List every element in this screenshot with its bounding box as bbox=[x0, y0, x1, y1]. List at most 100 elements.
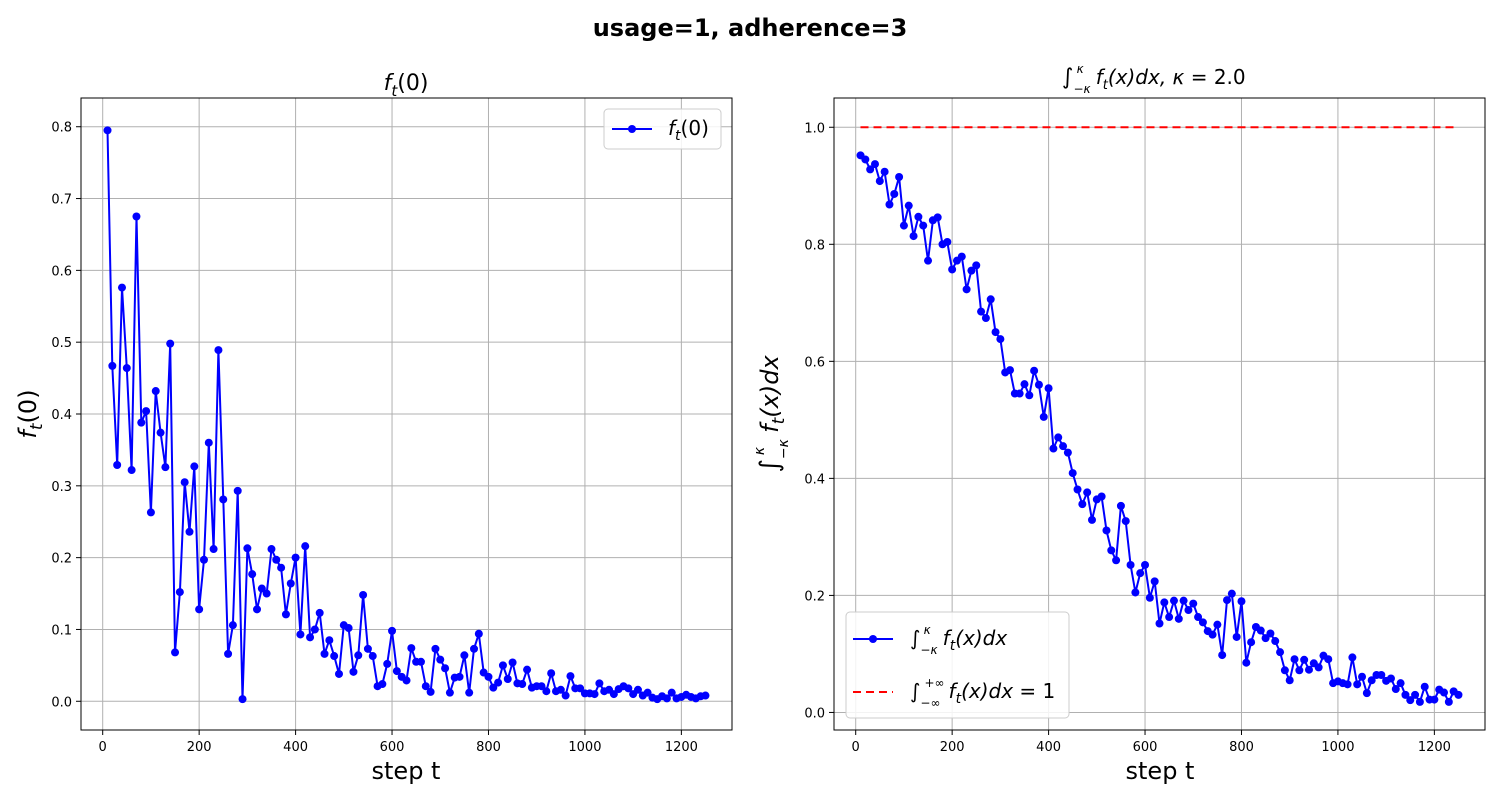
right-series-0-point bbox=[1006, 366, 1015, 375]
left-xtick-label: 1200 bbox=[665, 740, 698, 755]
left-series-0-point bbox=[296, 630, 305, 639]
right-series-0-point bbox=[1107, 546, 1116, 555]
right-series-0-point bbox=[1276, 648, 1285, 657]
right-series-0-point bbox=[1362, 689, 1371, 698]
right-series-0-point bbox=[1304, 665, 1313, 674]
left-series-0-point bbox=[156, 428, 165, 437]
left-series-0-point bbox=[228, 621, 237, 630]
right-series-0-point bbox=[1348, 653, 1357, 662]
right-series-0-point bbox=[1271, 637, 1280, 646]
right-series-0-point bbox=[1266, 629, 1275, 638]
left-series-0-point bbox=[523, 665, 532, 674]
left-series-0-point bbox=[494, 678, 503, 687]
left-series-0-point bbox=[489, 683, 498, 692]
right-xtick-label: 800 bbox=[1229, 740, 1254, 755]
left-series-0-point bbox=[359, 590, 368, 599]
left-series-0-point bbox=[146, 508, 155, 517]
right-series-0-point bbox=[1237, 597, 1246, 606]
left-ytick-label: 0.8 bbox=[51, 121, 72, 136]
right-series-0-point bbox=[1377, 670, 1386, 679]
left-series-0-point bbox=[402, 676, 411, 685]
left-series-0-point bbox=[609, 690, 618, 699]
right-series-0-point bbox=[1454, 690, 1463, 699]
left-series-0-point bbox=[556, 685, 565, 694]
right-series-0-point bbox=[977, 307, 986, 316]
right-legend-label-2: ∫−∞+∞ ft(x)dx = 1 bbox=[910, 676, 1055, 710]
left-series-0-point bbox=[455, 672, 464, 681]
right-series-0-point bbox=[986, 295, 995, 304]
left-series-0-point bbox=[561, 691, 570, 700]
left-series-0-point bbox=[199, 555, 208, 564]
right-xtick-label: 0 bbox=[852, 740, 860, 755]
left-series-0-point bbox=[576, 684, 585, 693]
left-ytick-label: 0.6 bbox=[51, 264, 72, 279]
left-series-0-point bbox=[166, 339, 175, 348]
right-axes-frame bbox=[833, 97, 1486, 731]
left-series-0-point bbox=[566, 672, 575, 681]
left-series-0-point bbox=[595, 679, 604, 688]
right-series-0-point bbox=[1020, 380, 1029, 389]
right-series-0-point bbox=[1030, 366, 1039, 375]
left-series-0-point bbox=[662, 694, 671, 703]
right-series-0-point bbox=[1213, 620, 1222, 629]
right-series-0-point bbox=[1314, 663, 1323, 672]
right-legend-label-1: ∫−κκ ft(x)dx bbox=[910, 623, 1007, 657]
right-legend: ∫−κκ ft(x)dx ∫−∞+∞ ft(x)dx = 1 bbox=[845, 611, 1070, 719]
right-series-0-point bbox=[1169, 596, 1178, 605]
right-series-0-point bbox=[1068, 469, 1077, 478]
left-series-0-point bbox=[161, 463, 170, 472]
left-subplot: 0 200 400 600 800 1000 1200 0.0 0.1 0.2 0.3 0.4 0.5 0… bbox=[14, 71, 733, 785]
left-series-0-point bbox=[392, 667, 401, 676]
left-series-0-point bbox=[281, 610, 290, 619]
left-legend-label: ft(0) bbox=[668, 116, 709, 144]
right-series-0-point bbox=[919, 221, 928, 230]
left-series-0-point bbox=[306, 633, 315, 642]
left-series-0-point bbox=[127, 466, 136, 475]
left-series-0-point bbox=[175, 588, 184, 597]
left-series-0-point bbox=[171, 648, 180, 657]
right-series-0-point bbox=[1121, 517, 1130, 526]
left-grid bbox=[81, 98, 732, 730]
right-series-0-point bbox=[1184, 606, 1193, 615]
right-series-0-point bbox=[1145, 593, 1154, 602]
left-ytick-label: 0.5 bbox=[51, 336, 72, 351]
right-series-0-point bbox=[1367, 676, 1376, 685]
left-series-0-point bbox=[354, 651, 363, 660]
right-series-0-point bbox=[1300, 655, 1309, 664]
left-ticks: 0 200 400 600 800 1000 1200 0.0 0.1 0.2 0.3 0.4 0.5 0… bbox=[51, 121, 698, 755]
left-series-0-point bbox=[542, 687, 551, 696]
right-xtick-label: 400 bbox=[1036, 740, 1061, 755]
right-ytick-label: 0.4 bbox=[804, 472, 825, 487]
right-series-0-point bbox=[1440, 688, 1449, 697]
right-series-0-point bbox=[1353, 680, 1362, 689]
right-series-0-point bbox=[1025, 391, 1034, 400]
left-legend: ft(0) bbox=[603, 108, 722, 150]
right-series-0-point bbox=[1343, 680, 1352, 689]
left-series-0-point bbox=[272, 555, 281, 564]
right-series-0-point bbox=[890, 189, 899, 198]
right-series-0-point bbox=[1112, 556, 1121, 565]
right-series-0-point bbox=[1034, 380, 1043, 389]
left-series-0-point bbox=[277, 563, 286, 572]
left-title: ft(0) bbox=[384, 71, 429, 100]
left-series-0-point bbox=[416, 657, 425, 666]
right-series-0-point bbox=[1415, 697, 1424, 706]
right-series-0-point bbox=[1131, 588, 1140, 597]
right-series-0-point bbox=[1097, 492, 1106, 501]
right-xtick-label: 1200 bbox=[1418, 740, 1451, 755]
left-series-0-point bbox=[701, 691, 710, 700]
right-series-0-point bbox=[1420, 682, 1429, 691]
figure-suptitle: usage=1, adherence=3 bbox=[593, 14, 908, 42]
left-series-0-point bbox=[363, 644, 372, 653]
right-series-0-point bbox=[1039, 412, 1048, 421]
left-ytick-label: 0.4 bbox=[51, 408, 72, 423]
right-series-0-point bbox=[914, 212, 923, 221]
right-series-0-point bbox=[1208, 630, 1217, 639]
left-ytick-label: 0.7 bbox=[51, 193, 72, 208]
left-xtick-label: 800 bbox=[476, 740, 501, 755]
left-series-0-point bbox=[286, 579, 295, 588]
right-series-0-point bbox=[1044, 384, 1053, 393]
right-ytick-label: 0.2 bbox=[804, 589, 825, 604]
left-series-0-point bbox=[325, 636, 334, 645]
